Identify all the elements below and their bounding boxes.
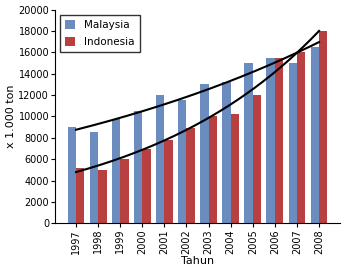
Bar [244,63,253,223]
Bar [231,114,239,223]
Bar [275,58,283,223]
Bar [112,119,120,223]
Legend: Malaysia, Indonesia: Malaysia, Indonesia [60,15,139,52]
Bar [200,84,209,223]
Bar [164,140,173,223]
Bar [156,95,164,223]
Bar [222,82,231,223]
X-axis label: Tahun: Tahun [181,256,214,267]
Bar [142,149,151,223]
Y-axis label: x 1.000 ton: x 1.000 ton [6,85,16,148]
Bar [98,170,107,223]
Bar [76,168,84,223]
Bar [311,47,319,223]
Bar [178,100,186,223]
Bar [90,132,98,223]
Bar [120,159,129,223]
Bar [186,128,195,223]
Bar [319,31,327,223]
Bar [253,95,261,223]
Bar [209,116,217,223]
Bar [67,127,76,223]
Bar [289,63,297,223]
Bar [266,58,275,223]
Bar [297,52,306,223]
Bar [134,111,142,223]
